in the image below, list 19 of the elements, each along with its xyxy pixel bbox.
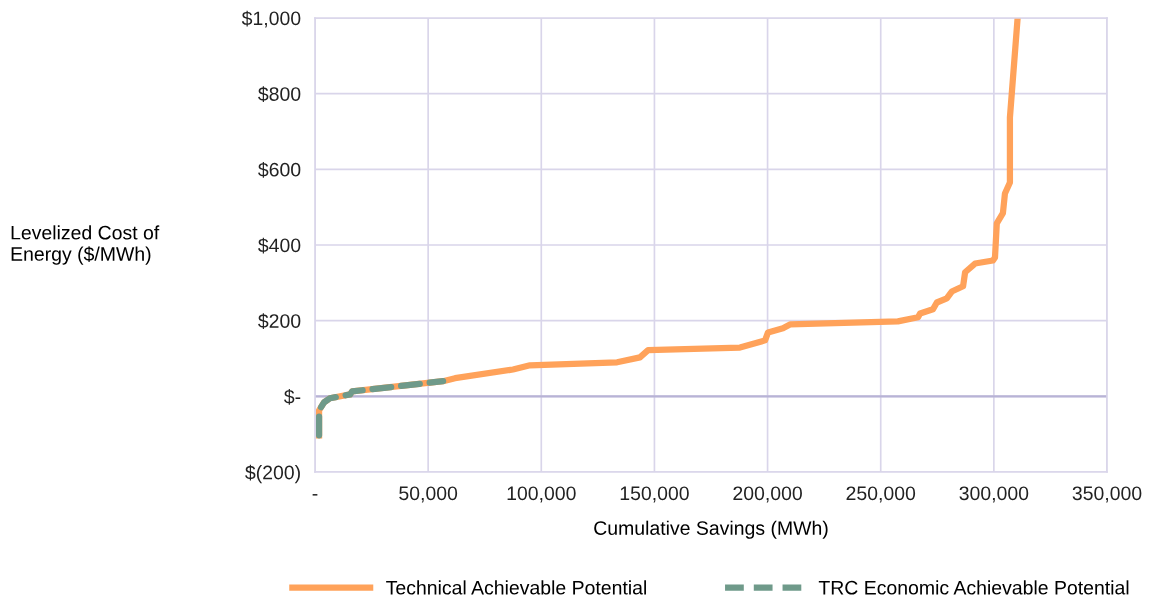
x-tick-label: 250,000 [846, 486, 916, 503]
y-axis-title: Levelized Cost of Energy ($/MWh) [11, 225, 160, 265]
x-tick-label: - [312, 494, 318, 496]
y-tick-label: $- [284, 388, 301, 405]
legend-label: TRC Economic Achievable Potential [818, 580, 1129, 595]
y-tick-label: $1,000 [241, 10, 301, 28]
x-tick-label: 150,000 [620, 486, 689, 503]
x-tick-label: 100,000 [507, 486, 576, 503]
y-tick-label: $400 [258, 237, 301, 254]
legend-label: Technical Achievable Potential [386, 580, 646, 595]
x-tick-label: 300,000 [959, 486, 1029, 503]
y-tick-label: $(200) [245, 464, 300, 484]
x-tick-label: 50,000 [399, 486, 458, 503]
x-tick-label: 350,000 [1072, 486, 1142, 503]
x-axis-title: Cumulative Savings (MWh) [594, 520, 828, 539]
y-tick-label: $200 [258, 313, 301, 330]
y-tick-label: $600 [258, 161, 301, 178]
y-tick-label: $800 [258, 86, 301, 103]
x-tick-label: 200,000 [733, 486, 802, 503]
